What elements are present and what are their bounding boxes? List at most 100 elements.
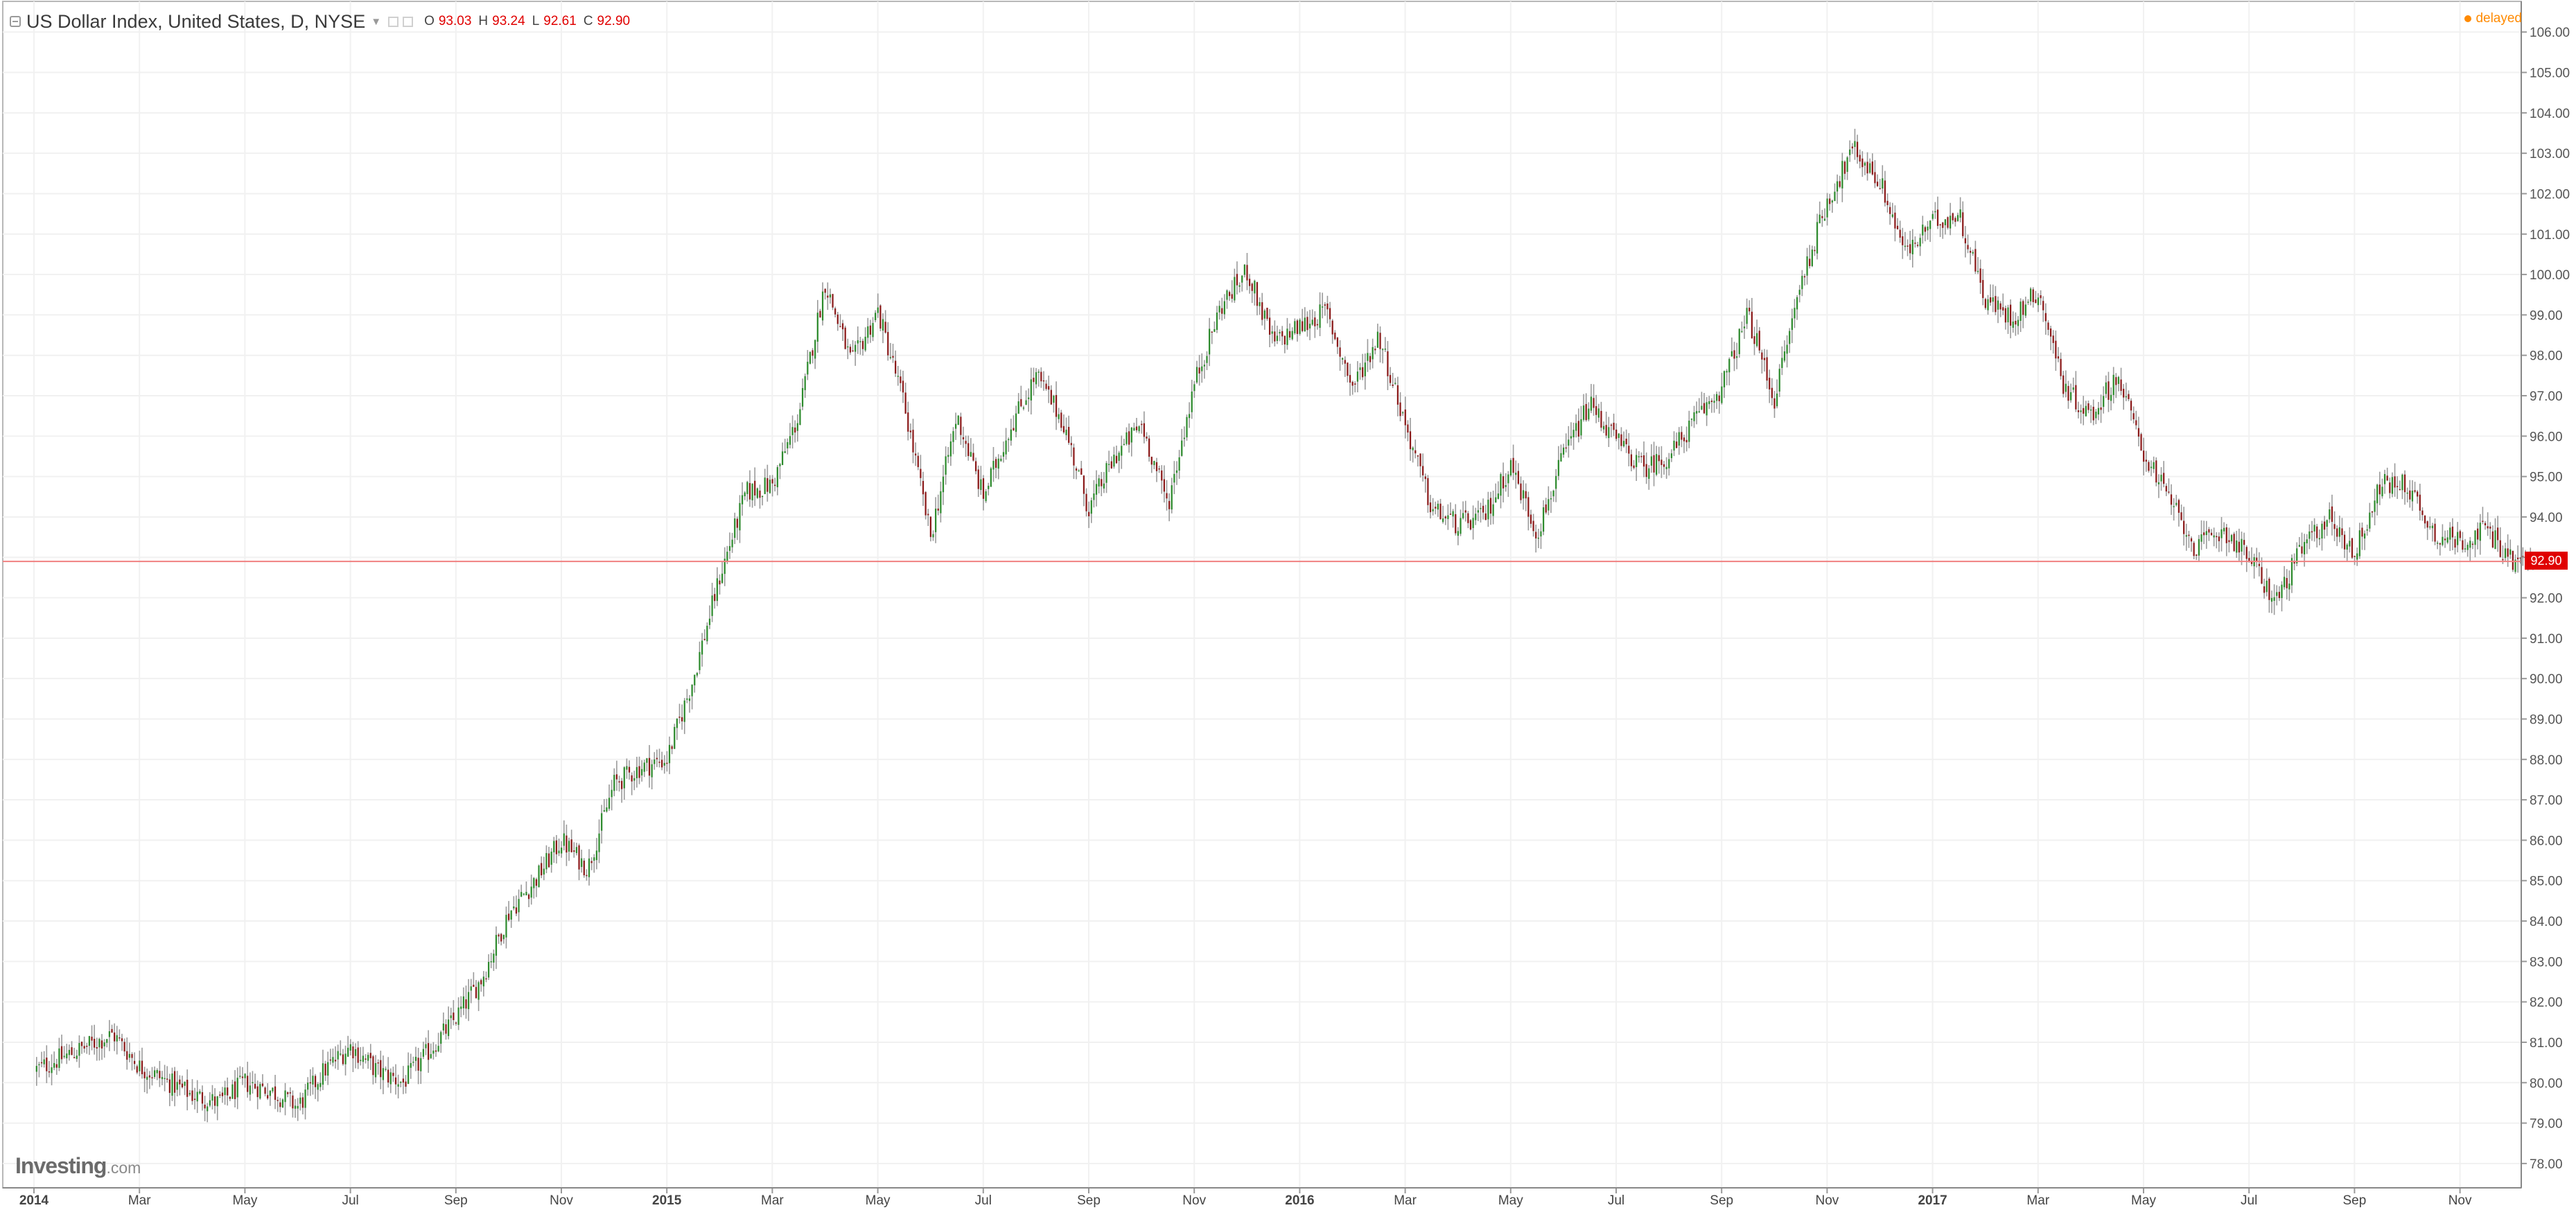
candle-body [2281,584,2283,599]
candle-body [2487,526,2489,529]
candle-body [2153,462,2155,469]
candle-body [2419,494,2421,511]
symbol-title[interactable]: US Dollar Index, United States, D, NYSE [26,10,366,32]
candle-body [2497,527,2499,541]
candle-body [1676,441,1678,448]
chevron-down-icon[interactable]: ▼ [371,15,382,28]
settings-icon[interactable] [388,16,399,27]
candle-body [2245,547,2248,559]
candle-body [249,1085,251,1095]
candle-body [807,362,809,375]
candle-body [337,1051,339,1060]
candle-body [1791,318,1793,331]
candle-body [1628,446,1630,454]
candle-body [1789,331,1791,344]
candle-body [957,415,959,426]
candle-body [1123,444,1125,446]
candle-body [1648,468,1650,479]
candle-body [666,762,668,764]
candle-body [2381,486,2383,497]
candle-body [1834,191,1836,202]
investing-logo[interactable]: Investing.com [15,1153,141,1179]
candle-body [1060,412,1062,428]
candle-body [114,1032,116,1042]
candle-body [2454,538,2456,548]
x-tick-label: May [1498,1193,1523,1208]
candle-body [389,1072,392,1085]
candle-body [2358,530,2360,556]
candle-body [819,310,821,318]
candle-body [1796,297,1798,310]
candle-body [1148,438,1150,457]
candle-body [1008,439,1010,441]
candle-body [301,1097,304,1108]
candle-body [543,868,545,875]
x-tick-label: Mar [761,1193,784,1208]
candle-body [1749,308,1751,312]
candle-body [741,495,744,505]
candle-body [103,1042,105,1046]
candle-body [859,341,861,342]
candle-body [2356,553,2358,560]
candle-body [721,573,724,584]
candle-body [2085,405,2087,417]
candle-body [2346,544,2348,550]
candle-body [1894,212,1896,229]
candle-body [1698,411,1700,412]
candle-body [1995,296,1997,313]
candle-body [1625,439,1627,445]
candle-body [1171,485,1173,510]
candle-body [2341,528,2343,536]
candle-body [1771,387,1773,398]
candle-body [985,491,987,502]
candle-body [618,781,620,783]
candle-body [2203,532,2205,536]
candle-body [2462,540,2464,550]
candle-body [2196,554,2198,556]
candle-body [440,1032,442,1044]
candle-body [861,340,864,349]
candle-body [1482,505,1484,513]
y-tick-label: 104.00 [2530,107,2570,121]
candle-body [2343,534,2346,550]
candle-body [420,1058,422,1071]
ohlc-low-value: 92.61 [543,14,577,28]
candle-body [799,409,801,426]
candle-body [839,326,841,328]
candle-body [1055,395,1058,417]
candle-body [367,1055,369,1061]
candle-body [372,1056,374,1076]
candle-body [43,1059,45,1064]
candle-body [907,412,909,432]
candle-body [708,618,711,625]
candle-body [661,760,663,768]
candle-body [1010,429,1012,441]
candle-body [2363,533,2366,539]
candle-body [2479,523,2481,541]
candle-body [2261,567,2263,584]
x-tick-label: Sep [1077,1193,1101,1208]
candle-body [1550,498,1552,500]
hide-icon[interactable] [403,16,414,27]
candle-body [1402,412,1404,414]
candle-body [176,1082,178,1090]
candle-body [1972,252,1974,254]
candle-body [2411,490,2414,502]
candle-body [2451,526,2454,538]
candle-body [314,1076,317,1087]
candle-body [1954,218,1956,222]
candle-body [435,1050,437,1052]
candle-body [53,1062,55,1068]
candle-body [442,1023,444,1031]
collapse-icon[interactable] [10,16,21,27]
candle-body [804,376,806,390]
candle-body [2283,577,2286,588]
candle-body [593,857,595,861]
candle-body [2052,335,2054,343]
candle-body [457,1007,459,1025]
candle-body [1389,375,1392,383]
candle-body [1733,350,1735,359]
chart-grid [2,1,2522,1189]
candle-body [1108,464,1110,466]
